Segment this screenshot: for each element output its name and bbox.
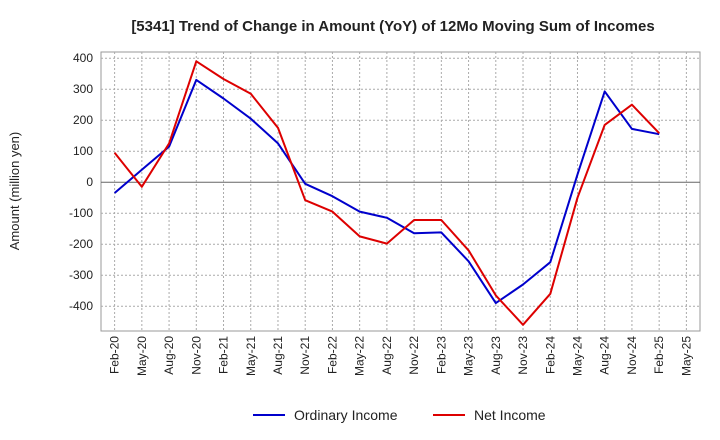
y-axis-ticks: 400 300 200 100 0 -100 -200 -300 -400 <box>69 51 93 313</box>
x-tick-label: Feb-22 <box>325 336 339 374</box>
x-tick-label: Nov-20 <box>189 336 203 375</box>
y-axis-label: Amount (million yen) <box>7 132 22 251</box>
plot-frame <box>100 51 701 332</box>
x-tick-label: Feb-21 <box>217 336 231 374</box>
y-tick-label: 400 <box>73 51 93 65</box>
legend-label: Ordinary Income <box>294 407 398 423</box>
x-tick-label: Feb-25 <box>652 336 666 374</box>
y-tick-label: 100 <box>73 144 93 158</box>
x-tick-label: Aug-22 <box>380 336 394 375</box>
x-tick-label: Feb-20 <box>108 336 122 374</box>
x-tick-label: Nov-23 <box>516 336 530 375</box>
y-tick-label: -400 <box>69 299 93 313</box>
x-tick-label: Nov-24 <box>625 336 639 375</box>
y-tick-label: -100 <box>69 206 93 220</box>
chart-title: [5341] Trend of Change in Amount (YoY) o… <box>131 18 654 35</box>
x-tick-label: May-22 <box>353 336 367 376</box>
x-tick-label: May-21 <box>244 336 258 376</box>
x-axis-ticks: Feb-20 May-20 Aug-20 Nov-20 Feb-21 May-21 Aug-… <box>108 336 694 376</box>
grid-lines <box>101 52 700 331</box>
y-tick-label: -300 <box>69 268 93 282</box>
x-tick-label: Aug-21 <box>271 336 285 375</box>
x-tick-label: May-23 <box>462 336 476 376</box>
legend-label: Net Income <box>474 407 546 423</box>
x-tick-label: May-25 <box>679 336 693 376</box>
x-tick-label: Nov-21 <box>298 336 312 375</box>
y-tick-label: -200 <box>69 237 93 251</box>
x-tick-label: Aug-24 <box>598 336 612 375</box>
legend: Ordinary Income Net Income <box>253 407 546 423</box>
x-tick-label: Feb-23 <box>434 336 448 374</box>
x-tick-label: May-24 <box>570 336 584 376</box>
series-line-net-income <box>113 60 660 326</box>
series-layer <box>113 60 660 326</box>
x-tick-label: Feb-24 <box>543 336 557 374</box>
plot-area <box>100 51 701 332</box>
x-tick-label: May-20 <box>135 336 149 376</box>
x-tick-label: Aug-20 <box>162 336 176 375</box>
y-tick-label: 0 <box>86 175 93 189</box>
x-tick-label: Nov-22 <box>407 336 421 375</box>
series-line-ordinary-income <box>113 78 660 305</box>
y-tick-label: 200 <box>73 113 93 127</box>
y-tick-label: 300 <box>73 82 93 96</box>
x-tick-label: Aug-23 <box>489 336 503 375</box>
